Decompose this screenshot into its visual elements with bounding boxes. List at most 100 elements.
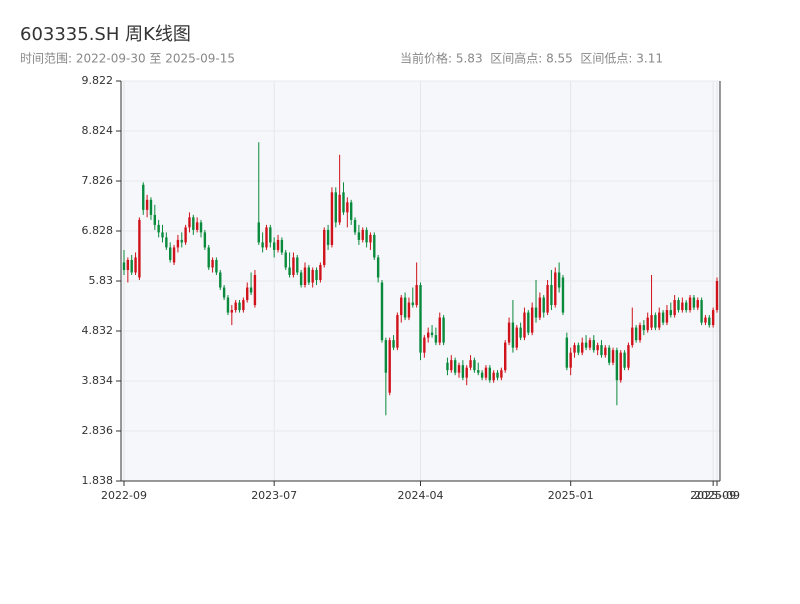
candle-body xyxy=(600,345,603,356)
candle-body xyxy=(219,272,222,288)
candle-body xyxy=(511,322,515,348)
candle-body xyxy=(477,370,480,373)
candle-body xyxy=(334,192,337,223)
candle-body xyxy=(349,202,353,220)
candle-body xyxy=(207,247,210,268)
candle-body xyxy=(438,317,441,343)
candle-body xyxy=(238,302,241,311)
candle-body xyxy=(126,259,130,270)
chart-stats: 当前价格: 5.83 区间高点: 8.55 区间低点: 3.11 xyxy=(400,51,663,66)
candle-body xyxy=(704,317,707,323)
candle-body xyxy=(615,350,619,381)
candle-body xyxy=(165,237,168,248)
candle-body xyxy=(453,360,457,373)
candle-body xyxy=(642,325,646,331)
candle-body xyxy=(261,242,264,248)
candle-body xyxy=(573,345,576,353)
candle-body xyxy=(361,229,364,240)
candle-body xyxy=(565,337,569,368)
candle-body xyxy=(161,232,164,238)
candle-body xyxy=(500,370,503,378)
candle-body xyxy=(188,217,191,228)
candle-body xyxy=(661,312,665,323)
candle-body xyxy=(465,367,468,378)
candle-body xyxy=(473,360,476,371)
candle-body xyxy=(338,194,341,223)
candle-body xyxy=(534,307,538,318)
candle-body xyxy=(357,232,361,240)
candle-body xyxy=(561,277,565,313)
candle-body xyxy=(353,219,357,233)
candle-body xyxy=(311,269,314,283)
candle-body xyxy=(711,310,715,326)
candle-body xyxy=(134,257,137,273)
candle-body xyxy=(388,340,391,393)
candle-body xyxy=(577,345,580,353)
candle-body xyxy=(195,222,199,230)
candle-body xyxy=(469,360,472,368)
candle-body xyxy=(627,345,630,368)
candle-body xyxy=(222,287,226,298)
candle-body xyxy=(380,282,384,341)
candle-body xyxy=(303,267,307,286)
candle-body xyxy=(323,229,326,265)
y-tick-label: 8.824 xyxy=(82,124,114,137)
candle-body xyxy=(515,327,518,348)
y-tick-label: 6.828 xyxy=(82,224,114,237)
candle-body xyxy=(492,372,495,381)
candle-body xyxy=(673,300,676,316)
y-tick-label: 5.83 xyxy=(89,274,114,287)
candle-body xyxy=(527,312,530,333)
candle-body xyxy=(169,247,172,260)
candle-body xyxy=(457,365,461,373)
candle-body xyxy=(211,259,214,268)
y-tick-label: 7.826 xyxy=(82,174,114,187)
candle-body xyxy=(215,259,218,273)
candle-body xyxy=(504,342,507,371)
y-tick-label: 1.838 xyxy=(82,474,114,487)
candle-body xyxy=(180,239,183,243)
candle-body xyxy=(542,297,545,313)
candle-body xyxy=(184,227,187,243)
chart-subtitle: 时间范围: 2022-09-30 至 2025-09-15 xyxy=(20,52,235,66)
candle-body xyxy=(461,365,465,378)
chart-title: 603335.SH 周K线图 xyxy=(20,24,191,45)
candle-body xyxy=(592,340,595,351)
candle-body xyxy=(138,219,141,278)
y-tick-label: 9.822 xyxy=(82,74,114,87)
candle-body xyxy=(199,222,203,233)
candle-body xyxy=(142,184,145,210)
candle-body xyxy=(430,332,434,336)
x-tick-label: 2023-07 xyxy=(251,489,297,502)
candle-body xyxy=(581,342,584,353)
candle-body xyxy=(634,327,638,341)
candle-body xyxy=(638,325,642,341)
candle-body xyxy=(176,239,180,248)
candle-body xyxy=(392,340,395,348)
candle-body xyxy=(442,317,445,343)
candle-body xyxy=(242,300,245,311)
candle-body xyxy=(365,229,368,243)
candle-body xyxy=(519,327,522,338)
candle-body xyxy=(604,347,607,356)
candle-body xyxy=(646,317,649,331)
candle-body xyxy=(280,239,284,253)
candle-body xyxy=(450,360,453,371)
candle-body xyxy=(569,352,572,368)
candle-body xyxy=(253,274,257,306)
candle-body xyxy=(427,332,430,338)
candle-body xyxy=(665,310,669,323)
candle-body xyxy=(480,372,484,378)
candle-body xyxy=(530,307,534,333)
candle-body xyxy=(631,327,634,346)
candle-body xyxy=(484,367,488,378)
candle-body xyxy=(684,302,688,311)
candle-body xyxy=(588,340,592,348)
x-tick-label: 2025-01 xyxy=(548,489,594,502)
candle-body xyxy=(272,242,276,250)
candle-body xyxy=(145,199,149,210)
candle-body xyxy=(330,192,334,245)
x-tick-label: 2025-09 xyxy=(690,489,736,502)
candle-body xyxy=(696,300,699,308)
x-tick-label: 2024-04 xyxy=(398,489,444,502)
